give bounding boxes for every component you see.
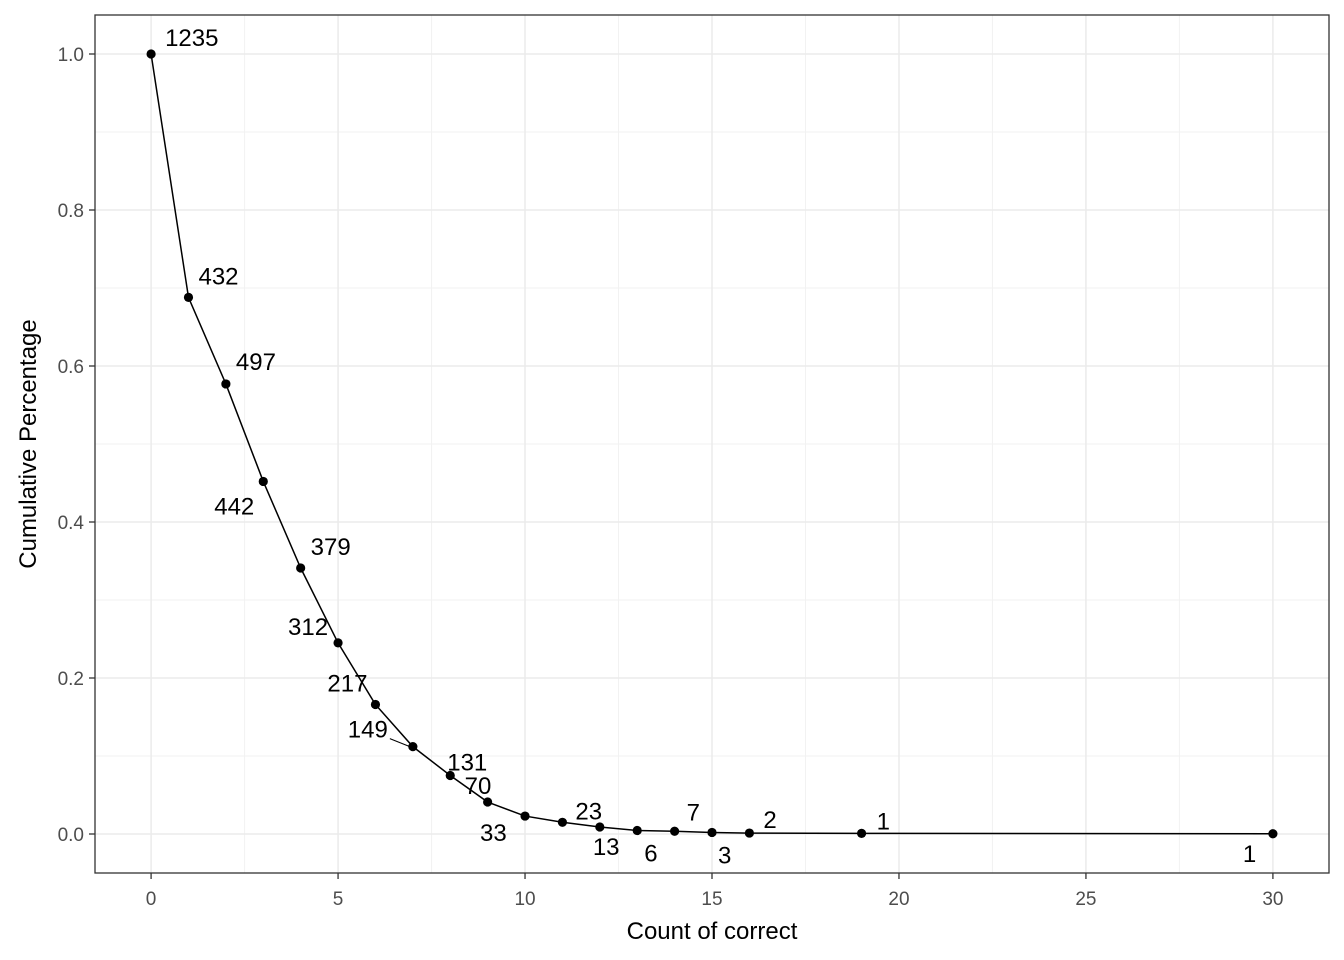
y-tick-label: 0.4 <box>58 513 85 534</box>
data-point <box>1268 829 1278 839</box>
data-points <box>146 49 1278 839</box>
data-point <box>333 638 343 648</box>
data-point <box>707 827 717 838</box>
x-axis-ticks: 0 5 10 15 20 25 30 <box>146 873 1283 910</box>
x-tick-label: 0 <box>146 889 157 910</box>
data-point <box>146 49 156 59</box>
x-tick-label: 15 <box>701 889 722 910</box>
data-label: 70 <box>465 773 492 800</box>
data-point <box>221 379 231 389</box>
data-point <box>670 826 680 836</box>
data-point <box>856 828 867 838</box>
y-tick-label: 0.8 <box>58 201 84 222</box>
y-tick-label: 0.2 <box>58 669 84 690</box>
data-point <box>520 811 530 821</box>
data-label: 7 <box>687 799 700 826</box>
data-point <box>370 699 381 710</box>
data-label: 23 <box>575 798 602 825</box>
data-label: 6 <box>644 840 657 867</box>
x-tick-label: 5 <box>333 889 344 910</box>
data-point <box>744 828 754 838</box>
x-tick-label: 20 <box>888 889 909 910</box>
x-axis-title: Count of correct <box>627 918 798 945</box>
data-point <box>296 563 306 573</box>
y-tick-label: 0.6 <box>58 357 84 378</box>
data-label: 312 <box>288 614 328 641</box>
data-label: 1 <box>1243 841 1256 868</box>
data-label: 13 <box>593 834 620 861</box>
data-point <box>632 825 642 836</box>
y-tick-label: 0.0 <box>58 825 84 846</box>
data-label: 33 <box>480 820 507 847</box>
x-tick-label: 30 <box>1262 889 1283 910</box>
data-label: 432 <box>198 263 238 290</box>
major-gridlines <box>95 15 1329 873</box>
data-label: 1 <box>877 808 890 835</box>
data-label: 2 <box>763 807 776 834</box>
data-point <box>557 817 568 827</box>
data-point <box>183 292 194 302</box>
y-axis-title: Cumulative Percentage <box>15 319 42 568</box>
data-point <box>258 476 268 487</box>
data-label: 1235 <box>165 25 218 52</box>
data-label: 131 <box>447 750 487 777</box>
x-tick-label: 25 <box>1075 889 1096 910</box>
label-leader-line <box>389 738 411 748</box>
y-tick-label: 1.0 <box>58 45 84 66</box>
data-label: 497 <box>236 349 276 376</box>
data-point <box>445 770 455 781</box>
data-point <box>408 742 418 752</box>
data-label: 3 <box>718 842 731 869</box>
data-label: 379 <box>311 534 351 561</box>
y-axis-ticks: 0.0 0.2 0.4 0.6 0.8 1.0 <box>58 45 95 846</box>
data-point <box>483 797 493 807</box>
data-point <box>595 822 605 832</box>
data-label: 149 <box>348 717 388 744</box>
x-tick-label: 10 <box>514 889 535 910</box>
data-label: 217 <box>327 671 367 698</box>
data-label: 442 <box>214 493 254 520</box>
